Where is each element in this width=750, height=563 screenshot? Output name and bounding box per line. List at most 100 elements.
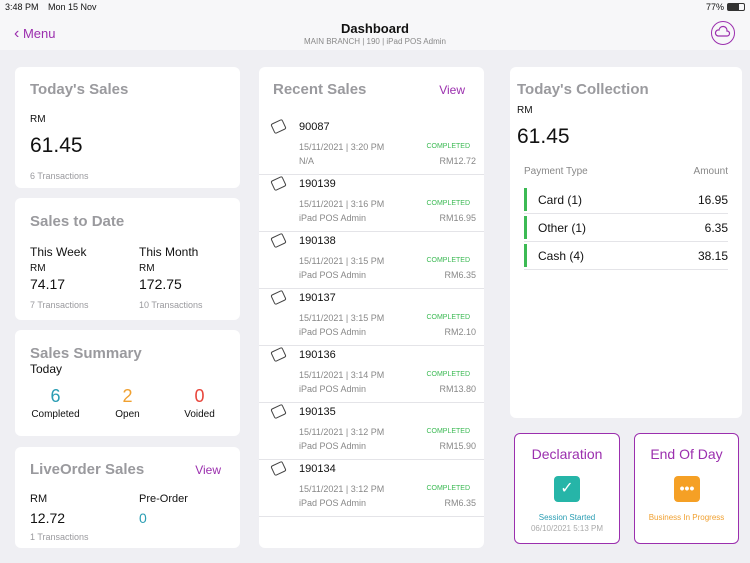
sale-amount: RM12.72 [439,156,476,166]
liveorder-card: LiveOrder Sales View RM 12.72 Pre-Order … [15,447,240,548]
button-title: End Of Day [650,446,723,462]
date: 06/10/2021 5:13 PM [530,524,604,533]
card-title: LiveOrder Sales [30,461,145,478]
sale-datetime: 15/11/2021 | 3:15 PM [299,256,385,266]
sale-datetime: 15/11/2021 | 3:20 PM [299,142,385,152]
currency: RM [30,263,46,274]
receipt-icon [270,118,287,135]
period-label: This Week [30,245,87,259]
sale-status: COMPLETED [426,200,470,207]
sale-id: 190139 [299,178,336,190]
view-link[interactable]: View [195,463,221,477]
declaration-button[interactable]: Declaration ✓ Session Started 06/10/2021… [514,433,620,544]
stat-label: Voided [184,409,215,420]
indicator [524,216,527,239]
sale-staff: iPad POS Admin [299,498,367,508]
sale-id: 190134 [299,463,336,475]
stat-value: 0 [194,386,205,406]
transactions: 10 Transactions [139,300,203,310]
sale-staff: iPad POS Admin [299,213,367,223]
sale-row[interactable]: 190136 15/11/2021 | 3:14 PM COMPLETED iPad … [259,346,484,403]
payment-row: Cash (4) 38.15 [524,242,728,270]
check-icon: ✓ [554,476,580,502]
sale-datetime: 15/11/2021 | 3:12 PM [299,427,385,437]
stat-value: 2 [122,386,133,406]
sale-status: COMPLETED [426,143,470,150]
receipt-icon [270,403,287,420]
sale-staff: iPad POS Admin [299,384,367,394]
status-battery: 77% [705,2,724,12]
back-label: Menu [22,26,56,41]
receipt-icon [270,232,287,249]
view-link[interactable]: View [439,83,465,97]
transactions: 6 Transactions [30,171,89,181]
period-label: This Month [139,245,199,259]
payment-amount: 16.95 [697,193,728,207]
sale-row[interactable]: 190135 15/11/2021 | 3:12 PM COMPLETED iPad … [259,403,484,460]
battery-icon [727,3,745,11]
sale-datetime: 15/11/2021 | 3:12 PM [299,484,385,494]
sale-id: 190138 [299,235,336,247]
status-date: Mon 15 Nov [48,2,97,12]
cloud-button[interactable] [711,21,735,45]
currency: RM [139,263,155,274]
amount: 61.45 [30,134,83,157]
recent-sales-card: Recent Sales View 90087 15/11/2021 | 3:20… [259,67,484,548]
sale-status: COMPLETED [426,257,470,264]
card-title: Today's Sales [30,81,129,98]
indicator [524,188,527,211]
sale-amount: RM15.90 [439,441,476,451]
sale-status: COMPLETED [426,314,470,321]
cloud-icon [714,25,731,37]
stat-label: Open [115,409,140,420]
status: Session Started [538,513,596,522]
amount: 74.17 [30,276,66,292]
sale-amount: RM6.35 [444,498,476,508]
button-title: Declaration [531,446,603,462]
currency: RM [517,105,533,116]
card-title: Recent Sales [273,81,367,98]
back-button[interactable]: ‹ Menu [14,25,56,42]
sale-id: 90087 [299,121,330,133]
column-header: Payment Type [524,166,588,177]
card-title: Today's Collection [517,81,649,98]
transactions: 1 Transactions [30,532,89,542]
payment-row: Other (1) 6.35 [524,214,728,242]
stat-label: Completed [31,409,80,420]
sale-row[interactable]: 190139 15/11/2021 | 3:16 PM COMPLETED iPad … [259,175,484,232]
sales-summary-card: Sales Summary Today 6 Completed 2 Open 0 Void… [15,330,240,436]
pre-order-value: 0 [139,510,147,526]
payment-amount: 6.35 [704,221,728,235]
sale-staff: iPad POS Admin [299,327,367,337]
sale-row[interactable]: 190134 15/11/2021 | 3:12 PM COMPLETED iPad … [259,460,484,517]
receipt-icon [270,289,287,306]
sale-staff: iPad POS Admin [299,441,367,451]
amount: 12.72 [30,510,66,526]
sales-to-date-card: Sales to Date This Week RM 74.17 7 Transact… [15,198,240,320]
pre-order-label: Pre-Order [139,493,188,505]
payment-amount: 38.15 [697,249,728,263]
payment-type: Card (1) [538,193,583,207]
sale-staff: N/A [299,156,315,166]
sale-status: COMPLETED [426,428,470,435]
collection-card: Today's Collection RM 61.45 Payment Type… [510,67,742,418]
sale-amount: RM6.35 [444,270,476,280]
sale-row[interactable]: 90087 15/11/2021 | 3:20 PM COMPLETED N/A RM1… [259,118,484,175]
sale-id: 190137 [299,292,336,304]
transactions: 7 Transactions [30,300,89,310]
column-header: Amount [693,166,728,177]
card-title: Sales Summary [30,345,142,362]
nav-subtitle: MAIN BRANCH | 190 | iPad POS Admin [304,37,446,46]
status: Business In Progress [648,513,725,522]
payment-row: Card (1) 16.95 [524,186,728,214]
sale-amount: RM13.80 [439,384,476,394]
end-of-day-button[interactable]: End Of Day ••• Business In Progress [634,433,739,544]
payment-type: Other (1) [538,221,587,235]
amount: 172.75 [139,276,182,292]
sale-row[interactable]: 190137 15/11/2021 | 3:15 PM COMPLETED iPad … [259,289,484,346]
status-time: 3:48 PM [5,2,39,12]
sale-id: 190135 [299,406,336,418]
sale-datetime: 15/11/2021 | 3:15 PM [299,313,385,323]
sale-row[interactable]: 190138 15/11/2021 | 3:15 PM COMPLETED iPad … [259,232,484,289]
